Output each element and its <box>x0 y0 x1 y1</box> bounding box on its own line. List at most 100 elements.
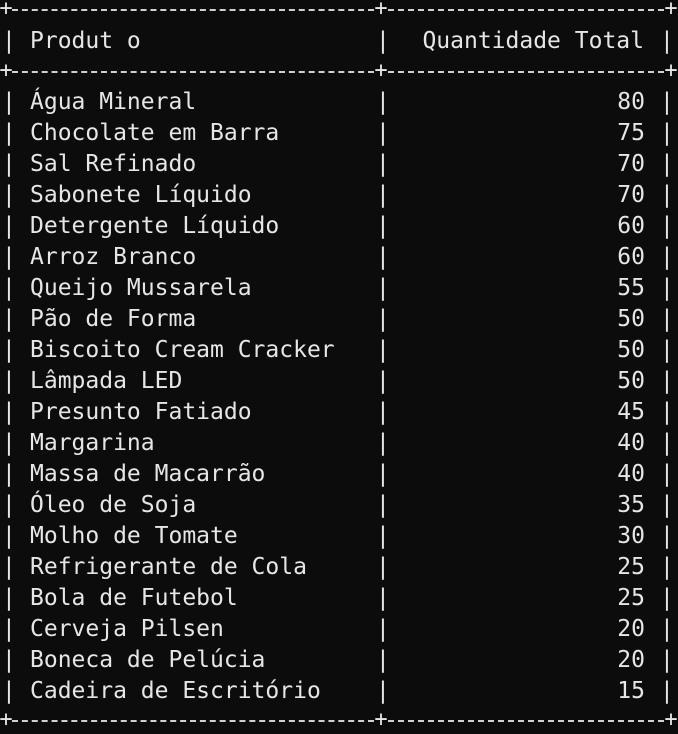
cell-product: Óleo de Soja <box>30 492 197 518</box>
table-row: | Arroz Branco | 60 | <box>0 242 678 273</box>
row-border-left: | <box>2 182 16 208</box>
cell-product: Molho de Tomate <box>30 523 238 549</box>
table-row: | Queijo Mussarela | 55 | <box>0 273 678 304</box>
row-border-middle: | <box>376 368 390 394</box>
row-border-right: | <box>660 554 674 580</box>
row-border-middle: | <box>376 492 390 518</box>
table-row: | Boneca de Pelúcia | 20 | <box>0 645 678 676</box>
row-border-right: | <box>660 585 674 611</box>
row-border-left: | <box>2 616 16 642</box>
cell-quantity: 60 <box>617 244 645 270</box>
cell-product: Detergente Líquido <box>30 213 280 239</box>
row-border-left: | <box>2 337 16 363</box>
cell-product: Pão de Forma <box>30 306 197 332</box>
row-border-right: | <box>660 492 674 518</box>
cell-quantity: 70 <box>617 151 645 177</box>
table-row: | Biscoito Cream Cracker | 50 | <box>0 335 678 366</box>
row-border-middle: | <box>376 523 390 549</box>
row-border-middle: | <box>376 430 390 456</box>
cell-product: Margarina <box>30 430 155 456</box>
cell-quantity: 35 <box>617 492 645 518</box>
row-border-middle: | <box>376 275 390 301</box>
row-border-middle: | <box>376 616 390 642</box>
row-border-middle: | <box>376 244 390 270</box>
cell-quantity: 40 <box>617 461 645 487</box>
table-row: | Óleo de Soja | 35 | <box>0 490 678 521</box>
cell-product: Água Mineral <box>30 89 197 115</box>
row-border-middle: | <box>376 89 390 115</box>
table-row: | Cadeira de Escritório | 15 | <box>0 676 678 707</box>
table-border-top: + + + <box>0 0 678 21</box>
row-border-left: | <box>2 678 16 704</box>
row-border-right: | <box>660 616 674 642</box>
row-border-right: | <box>660 368 674 394</box>
cell-quantity: 50 <box>617 337 645 363</box>
row-border-right: | <box>660 461 674 487</box>
table-row: | Presunto Fatiado | 45 | <box>0 397 678 428</box>
table-row: | Margarina | 40 | <box>0 428 678 459</box>
row-border-middle: | <box>376 182 390 208</box>
cell-product: Arroz Branco <box>30 244 197 270</box>
table-row: | Lâmpada LED | 50 | <box>0 366 678 397</box>
row-border-left: | <box>2 430 16 456</box>
cell-quantity: 25 <box>617 585 645 611</box>
row-border-middle: | <box>376 647 390 673</box>
row-border-middle: | <box>376 554 390 580</box>
row-border-right: | <box>660 89 674 115</box>
table-row: | Refrigerante de Cola | 25 | <box>0 552 678 583</box>
row-border-left: | <box>2 120 16 146</box>
cell-product: Sal Refinado <box>30 151 197 177</box>
cell-product: Lâmpada LED <box>30 368 183 394</box>
cell-quantity: 80 <box>617 89 645 115</box>
row-border-right: | <box>660 399 674 425</box>
cell-product: Massa de Macarrão <box>30 461 266 487</box>
row-border-middle: | <box>376 306 390 332</box>
cell-quantity: 70 <box>617 182 645 208</box>
table-row: | Sabonete Líquido | 70 | <box>0 180 678 211</box>
cell-quantity: 20 <box>617 616 645 642</box>
row-border-left: | <box>2 368 16 394</box>
table-row: | Chocolate em Barra | 75 | <box>0 118 678 149</box>
row-border-left: | <box>2 523 16 549</box>
table-row: | Bola de Futebol | 25 | <box>0 583 678 614</box>
row-border-right: | <box>660 275 674 301</box>
cell-product: Refrigerante de Cola <box>30 554 307 580</box>
row-border-left: | <box>2 275 16 301</box>
row-border-right: | <box>660 182 674 208</box>
table-header-row: | Produt o | Quantidade Total | <box>0 26 678 57</box>
row-border-right: | <box>660 151 674 177</box>
cell-product: Biscoito Cream Cracker <box>30 337 335 363</box>
table-row: | Detergente Líquido | 60 | <box>0 211 678 242</box>
table-border-header: + + + <box>0 58 678 83</box>
cell-quantity: 25 <box>617 554 645 580</box>
row-border-middle: | <box>376 337 390 363</box>
row-border-left: | <box>2 213 16 239</box>
cell-product: Cerveja Pilsen <box>30 616 224 642</box>
cell-product: Chocolate em Barra <box>30 120 280 146</box>
cell-product: Queijo Mussarela <box>30 275 252 301</box>
cell-quantity: 20 <box>617 647 645 673</box>
row-border-left: | <box>2 585 16 611</box>
row-border-middle: | <box>376 120 390 146</box>
table-row: | Sal Refinado | 70 | <box>0 149 678 180</box>
row-border-left: | <box>2 461 16 487</box>
row-border-middle: | <box>376 461 390 487</box>
column-header-product: Produt o <box>30 28 141 54</box>
row-border-right: | <box>660 523 674 549</box>
table-row: | Massa de Macarrão | 40 | <box>0 459 678 490</box>
cell-product: Presunto Fatiado <box>30 399 252 425</box>
row-border-left: | <box>2 306 16 332</box>
cell-product: Bola de Futebol <box>30 585 238 611</box>
row-border-left: | <box>2 399 16 425</box>
column-header-quantity: Quantidade Total <box>422 28 644 54</box>
cell-quantity: 60 <box>617 213 645 239</box>
table-row: | Cerveja Pilsen | 20 | <box>0 614 678 645</box>
table-row: | Molho de Tomate | 30 | <box>0 521 678 552</box>
row-border-right: | <box>660 678 674 704</box>
row-border-right: | <box>660 337 674 363</box>
cell-quantity: 55 <box>617 275 645 301</box>
row-border-right: | <box>660 647 674 673</box>
table-border-bottom: + + + <box>0 707 678 732</box>
row-border-left: | <box>2 151 16 177</box>
